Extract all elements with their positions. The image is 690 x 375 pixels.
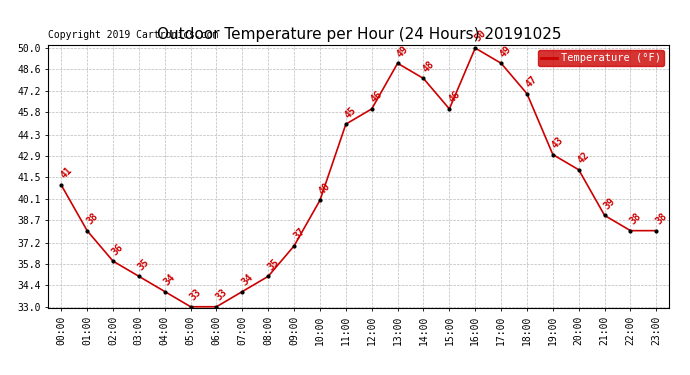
Text: 48: 48 [421,59,436,74]
Text: 37: 37 [291,226,307,242]
Text: 42: 42 [576,150,591,166]
Title: Outdoor Temperature per Hour (24 Hours) 20191025: Outdoor Temperature per Hour (24 Hours) … [157,27,561,42]
Text: 35: 35 [266,257,281,272]
Text: Copyright 2019 Cartronics.com: Copyright 2019 Cartronics.com [48,30,219,40]
Text: 50: 50 [473,28,488,44]
Text: 35: 35 [136,257,152,272]
Text: 38: 38 [628,211,643,226]
Text: 33: 33 [188,287,204,303]
Text: 34: 34 [162,272,177,287]
Text: 38: 38 [84,211,100,226]
Text: 39: 39 [602,196,618,211]
Text: 40: 40 [317,181,333,196]
Text: 41: 41 [59,165,74,181]
Text: 49: 49 [395,44,411,59]
Text: 45: 45 [343,105,359,120]
Text: 33: 33 [214,287,229,303]
Legend: Temperature (°F): Temperature (°F) [538,50,664,66]
Text: 46: 46 [369,89,384,105]
Text: 34: 34 [239,272,255,287]
Text: 49: 49 [498,44,514,59]
Text: 36: 36 [110,242,126,257]
Text: 47: 47 [524,74,540,90]
Text: 46: 46 [446,89,462,105]
Text: 43: 43 [550,135,566,150]
Text: 38: 38 [653,211,669,226]
